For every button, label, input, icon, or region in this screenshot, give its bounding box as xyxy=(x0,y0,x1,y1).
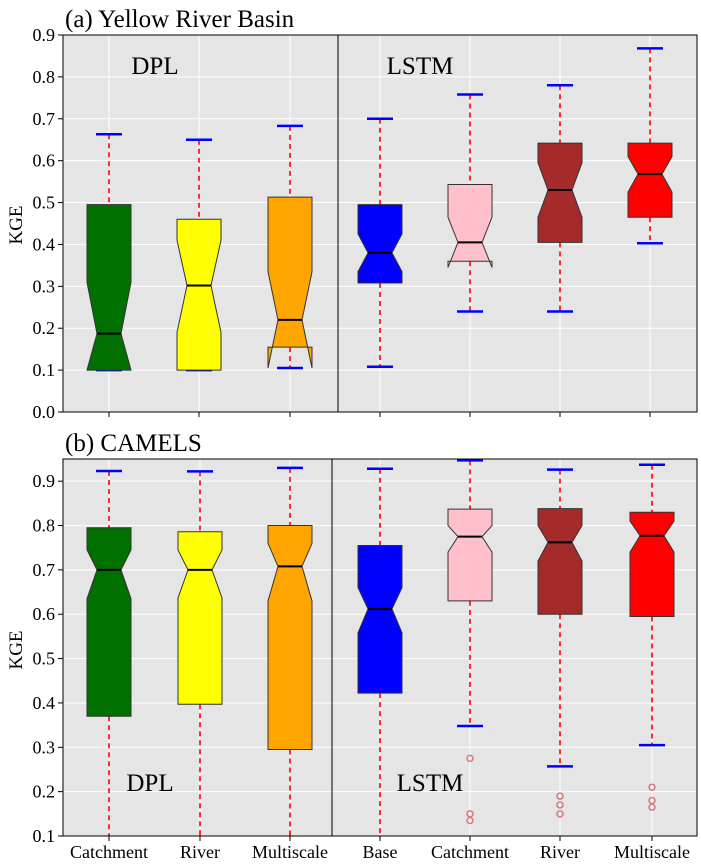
panel-a-ytick-label: 0.0 xyxy=(33,402,56,422)
panel-a-box-dpl-multiscale xyxy=(267,124,313,370)
box-body xyxy=(357,204,403,284)
panel-b-box-dpl-river xyxy=(177,470,223,836)
panel-a-ytick-label: 0.9 xyxy=(33,25,56,45)
box-body xyxy=(177,531,223,705)
panel-b-xtick-label: River xyxy=(540,842,580,862)
outlier-point xyxy=(466,754,474,763)
box-body xyxy=(176,218,222,371)
panel-b-plot: 0.1 0.2 0.3 0.4 0.5 0.6 0.7 0.8 0.9 Catchment Rive… xyxy=(33,458,698,862)
panel-a-ytick-label: 0.4 xyxy=(33,234,56,254)
panel-a-plot: 0.0 0.1 0.2 0.3 0.4 0.5 0.6 0.7 0.8 0.9 xyxy=(33,25,698,422)
panel-b-ytick-label: 0.1 xyxy=(33,826,56,846)
panel-a-title: (a) Yellow River Basin xyxy=(65,6,295,33)
panel-a-box-lstm-base xyxy=(357,117,403,369)
panel-a-box-lstm-catchment xyxy=(447,93,493,313)
panel-a-ytick-label: 0.8 xyxy=(33,67,56,87)
panel-a-box-lstm-multiscale xyxy=(627,47,673,245)
panel-b-xtick-label: River xyxy=(180,842,220,862)
box-body xyxy=(447,184,493,268)
panel-b-ytick-label: 0.3 xyxy=(33,737,56,757)
panel-b-ytick-label: 0.4 xyxy=(33,693,56,713)
box-body xyxy=(357,544,403,694)
outlier-point xyxy=(556,810,564,818)
panel-a-ytick-label: 0.2 xyxy=(33,318,56,338)
panel-b-ytick-label: 0.8 xyxy=(33,516,56,536)
panel-b-xtick-label: Multiscale xyxy=(252,842,328,862)
outlier-point xyxy=(466,816,474,825)
box-body xyxy=(86,527,132,717)
panel-b-xtick-label: Base xyxy=(363,842,398,862)
panel-b-title: (b) CAMELS xyxy=(65,430,202,457)
outlier-point xyxy=(648,783,656,791)
panel-b-box-lstm-river xyxy=(537,468,583,818)
panel-b-ytick-label: 0.5 xyxy=(33,649,56,669)
box-body xyxy=(537,142,583,243)
panel-b: (b) CAMELS KGE 0.10.20.30.40.50.60.70.80… xyxy=(6,430,698,862)
panel-b-group-dpl: DPL xyxy=(126,770,173,797)
panel-b-group-lstm: LSTM xyxy=(397,770,464,797)
panel-b-ytick-label: 0.2 xyxy=(33,782,56,802)
panel-a: (a) Yellow River Basin KGE 0.00.10.20.30… xyxy=(6,6,698,422)
panel-b-box-lstm-catchment xyxy=(447,459,493,825)
panel-b-box-dpl-catchment xyxy=(86,469,132,836)
panel-a-ytick-label: 0.5 xyxy=(33,193,56,213)
panel-a-ytick-label: 0.7 xyxy=(33,109,56,129)
panel-a-box-lstm-river xyxy=(537,84,583,313)
panel-b-ylabel: KGE xyxy=(6,630,27,669)
panel-a-ytick-label: 0.3 xyxy=(33,276,56,296)
box-body xyxy=(267,525,313,751)
panel-b-ytick-label: 0.6 xyxy=(33,604,56,624)
panel-b-xtick-label: Catchment xyxy=(431,842,509,862)
panel-b-box-lstm-base xyxy=(357,467,403,836)
outlier-point xyxy=(556,792,564,800)
box-body xyxy=(629,511,675,617)
box-body xyxy=(447,508,493,602)
box-body xyxy=(267,196,313,369)
panel-b-ytick-label: 0.9 xyxy=(33,471,56,491)
panel-b-xtick-label: Catchment xyxy=(70,842,148,862)
panel-a-ylabel: KGE xyxy=(6,205,27,244)
panel-a-ytick-label: 0.6 xyxy=(33,151,56,171)
panel-b-box-lstm-multiscale xyxy=(629,463,675,811)
outlier-point xyxy=(556,801,564,809)
panel-a-box-dpl-catchment xyxy=(86,133,132,372)
box-body xyxy=(627,142,673,218)
panel-a-ytick-label: 0.1 xyxy=(33,360,56,380)
outlier-point xyxy=(648,803,656,811)
panel-b-xtick-label: Multiscale xyxy=(614,842,690,862)
panel-b-ytick-label: 0.7 xyxy=(33,560,56,580)
box-body xyxy=(537,508,583,615)
panel-a-group-lstm: LSTM xyxy=(387,53,454,80)
panel-a-box-dpl-river xyxy=(176,138,222,372)
box-body xyxy=(86,204,132,371)
panel-a-group-dpl: DPL xyxy=(131,53,178,80)
panel-b-box-dpl-multiscale xyxy=(267,466,313,836)
